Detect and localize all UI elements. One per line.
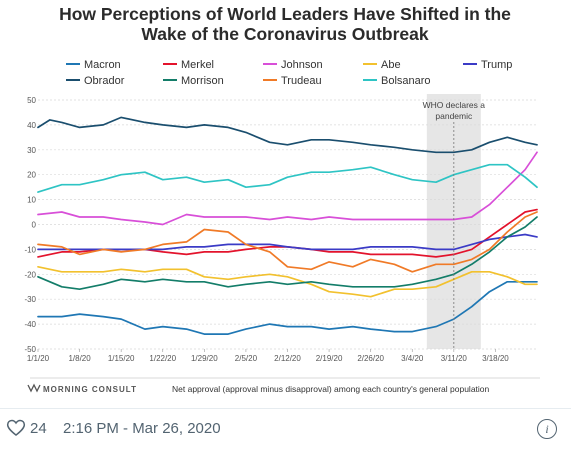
series-line-abe — [37, 265, 538, 298]
y-tick-30: 30 — [27, 146, 36, 155]
series-line-morrison — [37, 216, 538, 291]
x-tick-2-12-20: 2/12/20 — [274, 354, 301, 363]
y-tick--20: -20 — [24, 270, 36, 279]
tweet-timestamp[interactable]: 2:16 PM - Mar 26, 2020 — [63, 420, 221, 437]
x-tick-1-15-20: 1/15/20 — [108, 354, 135, 363]
x-tick-1-8-20: 1/8/20 — [68, 354, 91, 363]
x-tick-3-18-20: 3/18/20 — [482, 354, 509, 363]
series-line-obrador — [37, 116, 538, 154]
annotation-label-line2: pandemic — [435, 111, 473, 121]
like-button[interactable]: 24 — [6, 418, 47, 438]
series-line-macron — [37, 280, 538, 335]
series-line-trump — [37, 233, 538, 251]
chart-title-line2: Wake of the Coronavirus Outbreak — [141, 24, 428, 44]
legend-label-merkel: Merkel — [181, 59, 214, 71]
y-tick-50: 50 — [27, 96, 36, 105]
legend-label-abe: Abe — [381, 59, 401, 71]
y-tick-10: 10 — [27, 196, 36, 205]
y-tick-40: 40 — [27, 121, 36, 130]
legend-label-obrador: Obrador — [84, 75, 125, 87]
tweet-action-bar: 24 2:16 PM - Mar 26, 2020 i — [0, 408, 571, 451]
series-line-bolsanaro — [37, 163, 538, 193]
legend-label-johnson: Johnson — [281, 59, 323, 71]
heart-icon — [6, 419, 26, 437]
x-tick-2-5-20: 2/5/20 — [235, 354, 258, 363]
x-tick-1-22-20: 1/22/20 — [149, 354, 176, 363]
chart-title-line1: How Perceptions of World Leaders Have Sh… — [59, 4, 511, 24]
legend: Macron Merkel Johnson Abe Trump Obrador Morris… — [66, 59, 512, 87]
y-tick-20: 20 — [27, 171, 36, 180]
x-tick-3-4-20: 3/4/20 — [401, 354, 424, 363]
legend-label-morrison: Morrison — [181, 75, 224, 87]
legend-label-trump: Trump — [481, 59, 512, 71]
y-axis-ticks: 50 40 30 20 10 0 -10 -20 -30 -40 -50 — [24, 96, 36, 354]
x-tick-2-26-20: 2/26/20 — [357, 354, 384, 363]
y-tick--10: -10 — [24, 245, 36, 254]
x-tick-1-29-20: 1/29/20 — [191, 354, 218, 363]
y-tick--40: -40 — [24, 320, 36, 329]
x-tick-3-11-20: 3/11/20 — [441, 354, 468, 363]
annotation-label-line1: WHO declares a — [423, 100, 486, 110]
series-line-johnson — [37, 151, 538, 226]
series-line-trudeau — [37, 211, 538, 273]
morning-consult-logo: MORNING CONSULT — [27, 383, 137, 394]
info-icon[interactable]: i — [537, 419, 557, 439]
footer-brand: MORNING CONSULT — [43, 385, 137, 394]
x-tick-1-1-20: 1/1/20 — [27, 354, 50, 363]
legend-label-bolsanaro: Bolsanaro — [381, 75, 431, 87]
like-count: 24 — [30, 419, 47, 437]
series-layer — [37, 116, 538, 335]
legend-label-trudeau: Trudeau — [281, 75, 322, 87]
legend-label-macron: Macron — [84, 59, 121, 71]
x-axis-ticks: 1/1/20 1/8/20 1/15/20 1/22/20 1/29/20 2/5/20 2… — [27, 349, 509, 363]
x-tick-2-19-20: 2/19/20 — [316, 354, 343, 363]
y-tick--30: -30 — [24, 295, 36, 304]
y-tick--50: -50 — [24, 345, 36, 354]
morning-consult-logo-icon — [27, 383, 41, 393]
footer-note: Net approval (approval minus disapproval… — [172, 384, 490, 394]
chart: How Perceptions of World Leaders Have Sh… — [24, 4, 540, 394]
y-tick-0: 0 — [32, 221, 37, 230]
